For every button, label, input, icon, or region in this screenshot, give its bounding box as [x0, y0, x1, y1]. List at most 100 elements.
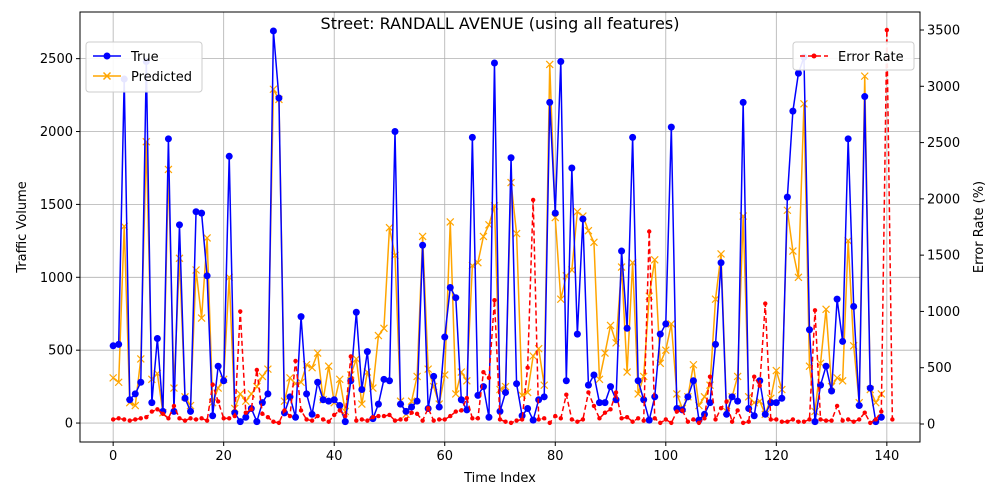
legend-left-box	[85, 41, 203, 93]
point-error-rate	[508, 420, 514, 426]
point-predicted	[114, 378, 123, 387]
point-true	[225, 152, 233, 160]
point-predicted	[175, 254, 184, 263]
point-error-rate	[862, 410, 867, 415]
point-error-rate	[597, 416, 602, 421]
point-error-rate	[602, 410, 608, 415]
point-true	[170, 407, 178, 415]
point-error-rate	[873, 417, 878, 422]
point-error-rate	[702, 416, 707, 421]
point-error-rate	[669, 420, 674, 426]
point-predicted	[772, 366, 781, 375]
x-tick-label: 140	[874, 449, 899, 464]
point-error-rate	[641, 418, 646, 423]
point-error-rate	[293, 358, 298, 364]
point-true	[861, 93, 869, 101]
point-predicted	[451, 389, 460, 398]
point-true	[397, 400, 405, 408]
point-error-rate	[868, 420, 873, 426]
point-true	[739, 98, 747, 106]
point-error-rate	[431, 418, 436, 423]
point-predicted	[380, 324, 388, 333]
point-true	[402, 407, 410, 415]
point-error-rate	[647, 229, 652, 234]
point-predicted	[424, 365, 433, 374]
point-true	[164, 135, 172, 143]
point-predicted	[595, 375, 604, 384]
point-true	[640, 396, 648, 404]
point-true	[828, 387, 836, 395]
point-true	[308, 410, 316, 418]
point-error-rate	[254, 367, 260, 373]
point-true	[551, 209, 559, 217]
point-error-rate	[243, 410, 248, 415]
point-error-rate	[204, 418, 210, 423]
point-error-rate	[127, 418, 132, 423]
point-predicted	[590, 238, 598, 247]
point-true	[629, 133, 637, 141]
y-tick-label: 1000	[40, 271, 73, 286]
point-true	[474, 391, 482, 399]
point-true	[137, 378, 145, 386]
point-error-rate	[110, 417, 116, 422]
point-error-rate	[425, 406, 431, 411]
point-true	[557, 58, 565, 66]
point-true	[502, 388, 510, 396]
x-tick-label: 0	[109, 449, 117, 464]
point-error-rate	[309, 418, 315, 423]
point-error-rate	[271, 419, 276, 424]
point-error-rate	[249, 407, 254, 412]
point-true	[745, 404, 753, 412]
point-true	[855, 402, 863, 410]
point-error-rate	[171, 403, 177, 409]
x-tick-label: 40	[326, 449, 343, 464]
x-axis: 0 20 40 60 80 100 120 140	[109, 442, 899, 464]
point-predicted	[313, 349, 322, 358]
point-true	[198, 209, 206, 217]
point-error-rate	[315, 413, 320, 419]
point-true	[496, 407, 504, 415]
point-true	[618, 247, 626, 255]
point-error-rate	[497, 417, 503, 422]
point-error-rate	[475, 416, 481, 421]
point-true	[562, 377, 570, 385]
point-true	[584, 381, 592, 389]
point-true	[341, 418, 349, 426]
point-error-rate	[166, 416, 171, 421]
legend-right-box	[792, 41, 915, 71]
plot-border	[79, 11, 921, 443]
point-error-rate	[298, 408, 304, 413]
point-predicted	[623, 368, 632, 376]
point-predicted	[203, 234, 212, 242]
point-true	[275, 94, 283, 102]
point-error-rate	[696, 420, 702, 426]
point-true	[822, 362, 830, 370]
point-true	[391, 128, 399, 136]
point-true	[380, 375, 388, 383]
point-error-rate	[796, 419, 801, 424]
point-true	[811, 418, 819, 426]
point-true	[866, 384, 874, 392]
point-predicted	[689, 360, 698, 369]
point-error-rate	[746, 419, 751, 424]
point-error-rate	[282, 408, 287, 413]
point-true	[181, 394, 189, 402]
point-true	[242, 413, 250, 421]
x-tick-label: 20	[215, 449, 232, 464]
point-predicted	[131, 401, 140, 410]
point-error-rate	[575, 419, 580, 424]
point-predicted	[788, 247, 797, 255]
point-error-rate	[718, 406, 724, 411]
point-true	[330, 396, 338, 404]
y2-tick-label: 1500	[927, 249, 960, 264]
point-error-rate	[774, 417, 779, 422]
point-error-rate	[370, 415, 376, 420]
point-predicted	[800, 99, 808, 108]
point-predicted	[446, 217, 455, 226]
point-error-rate	[680, 408, 685, 413]
point-true	[767, 399, 775, 407]
point-predicted	[639, 372, 648, 381]
point-true	[385, 377, 393, 385]
point-error-rate	[840, 418, 845, 423]
point-true	[684, 393, 692, 401]
